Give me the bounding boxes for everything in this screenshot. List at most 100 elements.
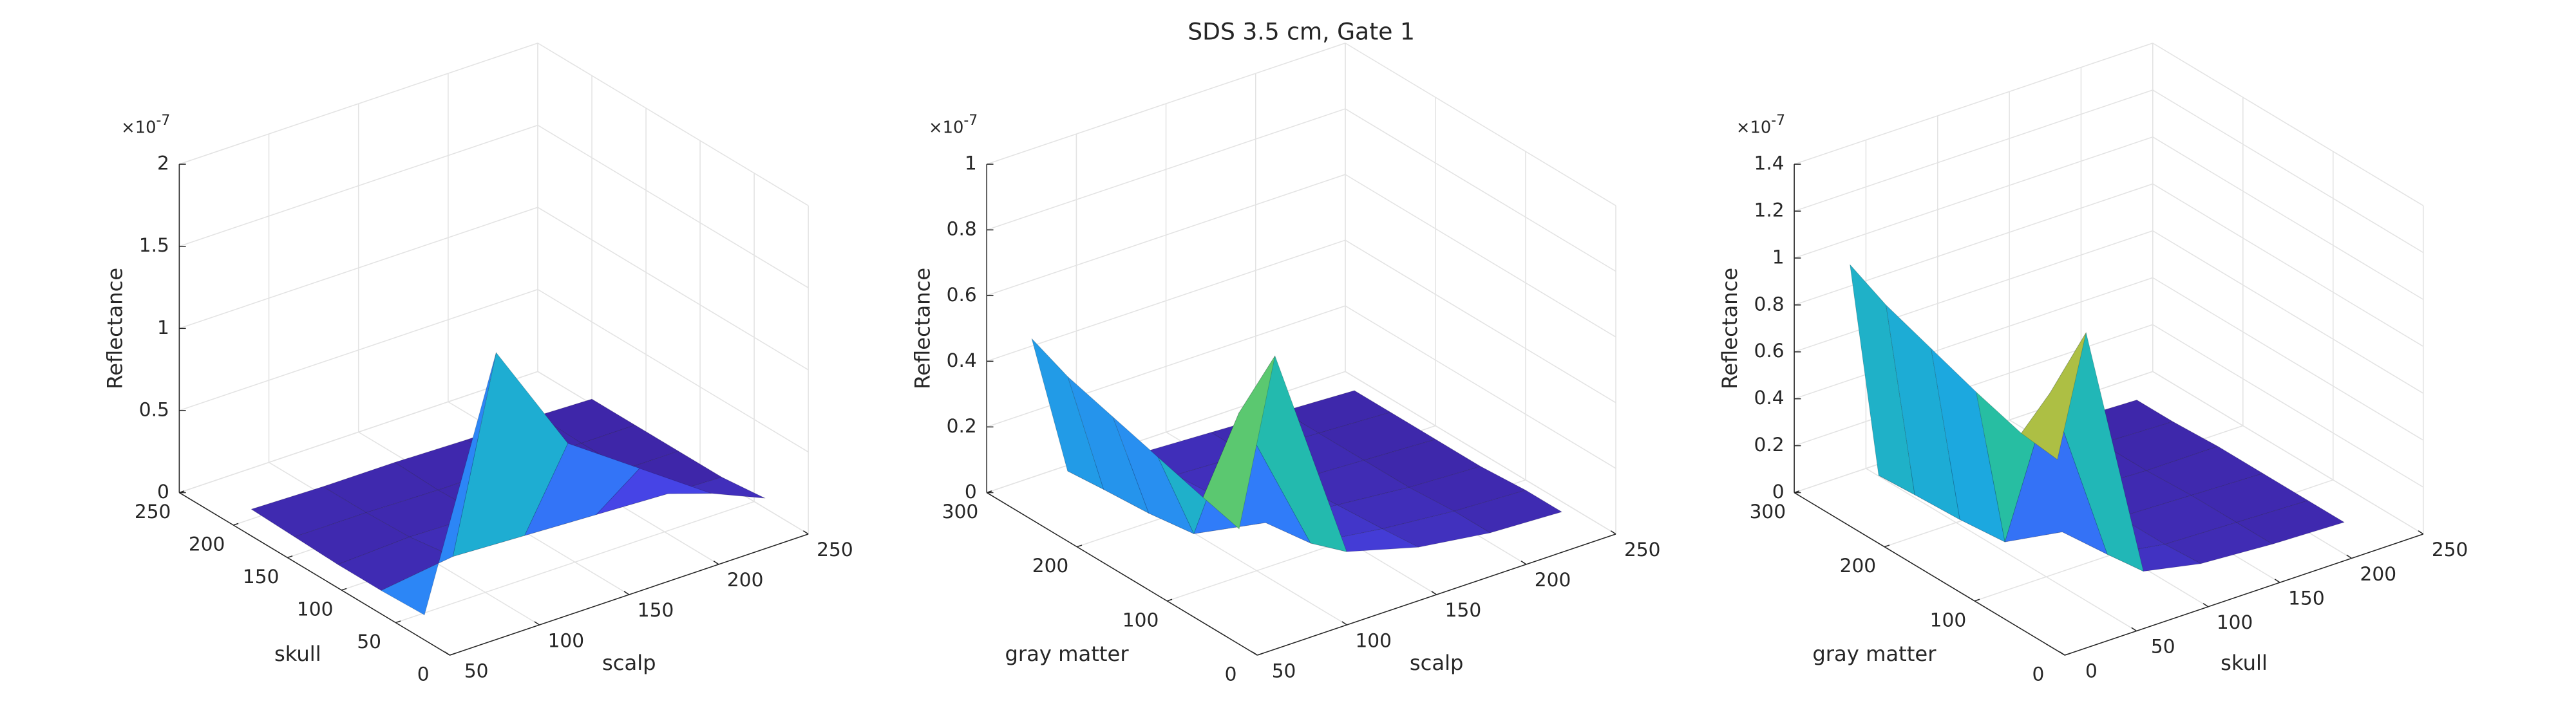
x-tick-label: 250 [2432, 538, 2468, 561]
z-multiplier: ×10 [1736, 118, 1771, 137]
y-tick-label: 100 [297, 597, 334, 620]
x-tick [2060, 651, 2065, 656]
y-axis-label: skull [274, 642, 321, 666]
y-tick [986, 490, 992, 494]
z-tick-label: 1.4 [1754, 152, 1784, 174]
surface-face [1886, 304, 1960, 520]
x-tick-label: 150 [2288, 586, 2325, 609]
z-tick-label: 1.5 [139, 234, 169, 256]
surface-face [294, 512, 410, 565]
y-tick-label: 100 [1930, 608, 1967, 631]
y-tick [1077, 544, 1083, 548]
z-multiplier: ×10 [121, 118, 156, 137]
x-tick [444, 651, 450, 656]
x-tick-label: 50 [2151, 635, 2175, 658]
grid-line [2152, 183, 2424, 347]
grid-line [2152, 230, 2424, 394]
x-tick [2346, 554, 2352, 559]
x-tick-label: 150 [638, 599, 674, 621]
z-tick-label: 1.2 [1754, 199, 1784, 221]
grid-line [537, 42, 809, 207]
grid-line [1794, 89, 2154, 212]
grid-line [1345, 108, 1616, 272]
y-tick [287, 555, 293, 559]
surface-face [251, 486, 367, 537]
x-tick-label: 200 [727, 568, 764, 591]
x-axis-label: scalp [1410, 651, 1464, 675]
z-tick-label: 1 [1772, 245, 1785, 268]
x-tick-label: 250 [817, 538, 853, 561]
surface-face [581, 425, 679, 470]
z-multiplier: ×10 [929, 118, 963, 137]
y-axis [1794, 492, 2065, 656]
grid-line [1794, 136, 2154, 259]
grid-line [2152, 277, 2424, 441]
subplot: 0 0.2 0.4 0.6 0.8 1 1.2 1.4 0 50 100 150 200 250 0 100 2… [1718, 42, 2468, 685]
surface-face [2021, 332, 2087, 460]
z-axis-label: Reflectance [1718, 268, 1742, 389]
y-tick [1884, 544, 1890, 548]
z-tick-label: 0.8 [947, 218, 977, 240]
grid-line [537, 124, 809, 288]
surface-face [1202, 355, 1276, 530]
surface-face [381, 352, 497, 615]
x-tick [1341, 621, 1347, 626]
y-tick-label: 0 [2032, 662, 2045, 685]
y-tick [1257, 653, 1263, 656]
z-tick-label: 0 [157, 480, 169, 503]
z-tick-label: 0.4 [947, 349, 977, 371]
y-tick [341, 588, 347, 591]
x-tick [2418, 530, 2424, 535]
grid-line [2152, 324, 2424, 488]
z-exponent: ×10-7 [929, 113, 978, 137]
grid-line [1345, 239, 1616, 404]
y-tick-label: 50 [357, 630, 381, 653]
x-tick-label: 100 [2217, 611, 2253, 633]
y-tick [2064, 653, 2070, 656]
x-tick-label: 250 [1624, 538, 1661, 561]
x-tick [1431, 591, 1437, 595]
z-tick-label: 0 [965, 480, 977, 503]
z-tick-label: 0.5 [139, 398, 169, 420]
y-tick-label: 150 [243, 565, 279, 588]
x-tick [1252, 651, 1258, 656]
z-tick-label: 2 [157, 152, 169, 174]
z-exponent-power: -7 [963, 113, 978, 129]
z-tick-label: 0.6 [1754, 339, 1784, 362]
x-tick [1610, 530, 1616, 535]
y-tick [179, 490, 185, 494]
y-tick [395, 620, 401, 624]
y-axis-label: gray matter [1005, 642, 1129, 666]
y-tick [1794, 490, 1800, 494]
z-tick-label: 0.2 [947, 414, 977, 437]
y-axis-label: gray matter [1812, 642, 1937, 666]
grid-line [1794, 230, 2154, 353]
grid-line [1794, 42, 2154, 165]
x-tick-label: 100 [548, 629, 585, 651]
surface-face [323, 462, 439, 514]
grid-line [537, 207, 809, 371]
grid-line [1794, 324, 2154, 447]
x-tick [1520, 561, 1527, 565]
x-tick-label: 0 [2085, 659, 2098, 682]
subplot: 00.511.5250100150200250050100150200250sc… [102, 42, 853, 685]
x-tick-label: 50 [464, 659, 489, 682]
z-exponent: ×10-7 [121, 113, 170, 137]
x-tick [2131, 627, 2137, 632]
z-tick-label: 1 [157, 316, 169, 339]
x-tick [2275, 579, 2280, 583]
x-tick-label: 200 [2360, 562, 2397, 585]
x-tick [713, 561, 719, 565]
surface-face [596, 468, 712, 515]
y-tick-label: 300 [1750, 500, 1786, 523]
grid-line [2152, 136, 2424, 301]
y-tick-label: 200 [1840, 554, 1877, 577]
z-tick-label: 0.2 [1754, 433, 1784, 456]
y-tick [233, 523, 239, 526]
y-tick-label: 0 [417, 662, 430, 685]
surface-face [1112, 416, 1195, 534]
grid-line [1345, 305, 1616, 469]
y-tick-label: 100 [1122, 608, 1159, 631]
